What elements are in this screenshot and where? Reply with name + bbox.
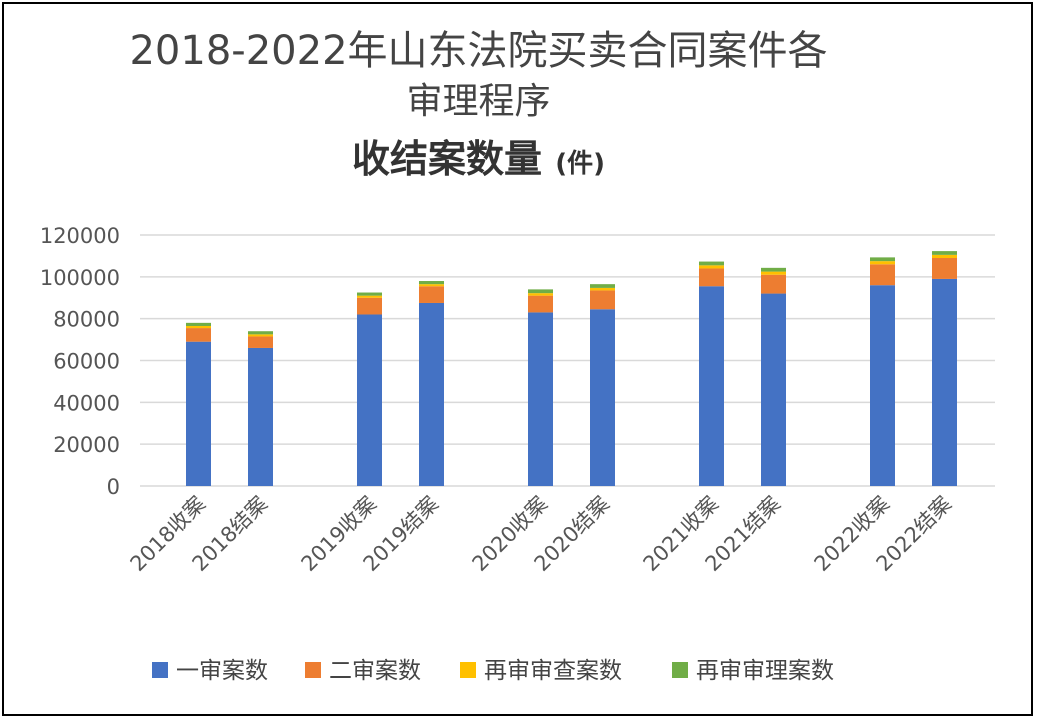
chart-title-line2: 审理程序 [406,81,551,122]
y-tick-label: 20000 [53,433,120,457]
bar-segment-4-1 [528,295,553,313]
bar-segment-2-2 [357,295,382,298]
y-tick-label: 120000 [40,224,120,248]
legend-label-1: 二审案数 [329,658,421,684]
chart-title-unit: (件) [555,149,606,179]
bar-segment-3-3 [419,281,444,285]
bar-segment-5-2 [590,287,615,291]
bar-segment-6-2 [699,265,724,269]
bar-segment-2-3 [357,292,382,296]
bar-segment-3-0 [419,302,444,486]
bar-segment-2-0 [357,314,382,486]
bar-segment-2-1 [357,297,382,315]
y-tick-label: 0 [107,475,120,499]
bar-segment-9-2 [932,254,957,259]
bar-segment-8-2 [870,261,895,265]
bar-segment-8-3 [870,257,895,262]
bar-segment-9-1 [932,258,957,279]
gridlines [140,234,995,487]
bar-segment-9-0 [932,278,957,486]
y-axis-ticks: 0 20000 40000 60000 80000 100000 120000 [40,224,120,499]
bar-segment-3-1 [419,286,444,303]
y-tick-label: 60000 [53,350,120,374]
bar-segment-1-0 [248,347,273,486]
chart-title-line1: 2018-2022年山东法院买卖合同案件各 [129,28,828,74]
bar-segment-6-1 [699,268,724,287]
bars [186,251,957,486]
bar-segment-8-0 [870,285,895,486]
bar-segment-1-1 [248,336,273,348]
bar-segment-0-1 [186,328,211,342]
bar-segment-4-3 [528,289,553,294]
bar-segment-0-0 [186,341,211,486]
legend-swatch-3 [672,662,688,678]
bar-segment-9-3 [932,251,957,255]
y-tick-label: 40000 [53,391,120,415]
legend-label-0: 一审案数 [176,658,268,684]
legend: 一审案数 二审案数 再审审查案数 再审审理案数 [152,658,834,684]
legend-swatch-2 [460,662,476,678]
bar-segment-3-2 [419,284,444,287]
legend-label-3: 再审审理案数 [696,658,834,684]
bar-segment-7-2 [761,271,786,275]
bar-segment-4-2 [528,293,553,296]
y-tick-label: 100000 [40,266,120,290]
bar-segment-5-3 [590,284,615,288]
bar-segment-0-2 [186,325,211,329]
bar-segment-6-0 [699,286,724,486]
bar-segment-4-0 [528,312,553,486]
bar-segment-7-1 [761,274,786,294]
bar-segment-8-1 [870,264,895,286]
legend-swatch-1 [305,662,321,678]
bar-segment-5-0 [590,309,615,486]
bar-segment-1-2 [248,334,273,337]
y-tick-label: 80000 [53,308,120,332]
bar-segment-5-1 [590,290,615,310]
bar-segment-7-0 [761,293,786,486]
legend-label-2: 再审审查案数 [484,658,622,684]
chart-title-line3: 收结案数量 (件) [0,128,997,183]
bar-segment-0-3 [186,322,211,326]
bar-segment-7-3 [761,267,786,272]
chart-title-main: 收结案数量 [351,137,542,181]
bar-segment-6-3 [699,261,724,266]
legend-swatch-0 [152,662,168,678]
bar-segment-1-3 [248,331,273,335]
